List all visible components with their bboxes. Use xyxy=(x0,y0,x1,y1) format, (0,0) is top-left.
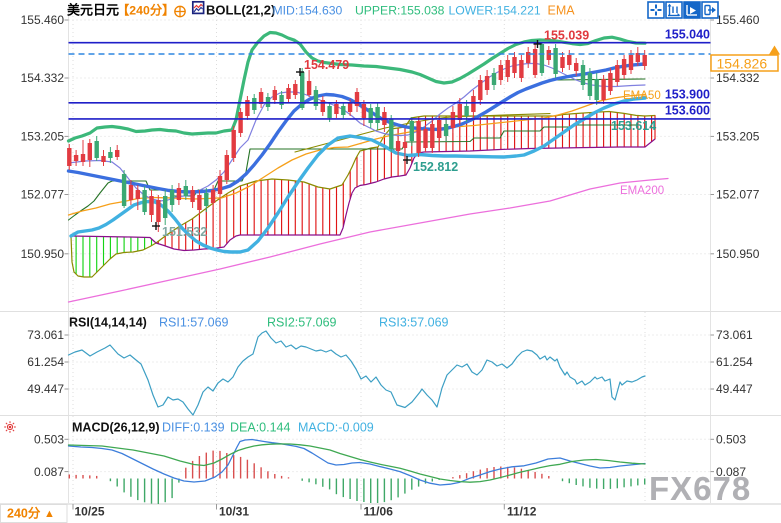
svg-text:155.460: 155.460 xyxy=(716,13,760,27)
svg-text:154.826: 154.826 xyxy=(717,55,768,71)
svg-text:154.332: 154.332 xyxy=(716,71,760,85)
svg-text:0.503: 0.503 xyxy=(34,433,64,447)
svg-text:153.600: 153.600 xyxy=(665,104,710,118)
svg-text:152.077: 152.077 xyxy=(716,188,760,202)
svg-text:UPPER:155.038: UPPER:155.038 xyxy=(355,4,445,18)
svg-text:美元日元: 美元日元 xyxy=(67,3,119,18)
svg-text:151.532: 151.532 xyxy=(162,225,207,239)
svg-text:153.900: 153.900 xyxy=(665,88,710,102)
svg-text:73.061: 73.061 xyxy=(716,328,753,342)
svg-text:10/25: 10/25 xyxy=(75,505,105,519)
svg-text:155.040: 155.040 xyxy=(665,28,710,42)
svg-text:154.332: 154.332 xyxy=(21,71,65,85)
svg-text:BOLL(21,2): BOLL(21,2) xyxy=(206,3,275,18)
svg-text:0.087: 0.087 xyxy=(716,465,746,479)
svg-text:EMA: EMA xyxy=(548,4,576,18)
svg-text:61.254: 61.254 xyxy=(716,355,753,369)
svg-text:RSI3:57.069: RSI3:57.069 xyxy=(379,316,449,330)
svg-text:153.614: 153.614 xyxy=(611,119,656,133)
svg-text:150.950: 150.950 xyxy=(716,247,760,261)
svg-text:DEA:0.144: DEA:0.144 xyxy=(230,421,291,435)
svg-text:RSI(14,14,14): RSI(14,14,14) xyxy=(69,316,147,330)
svg-text:152.812: 152.812 xyxy=(413,160,458,174)
svg-text:MID:154.630: MID:154.630 xyxy=(273,4,343,18)
svg-text:EMA50: EMA50 xyxy=(623,90,661,102)
svg-text:155.460: 155.460 xyxy=(21,13,65,27)
svg-text:EMA200: EMA200 xyxy=(620,185,664,197)
svg-text:155.039: 155.039 xyxy=(544,29,589,43)
svg-text:【240分】: 【240分】 xyxy=(117,3,174,18)
svg-text:153.205: 153.205 xyxy=(21,130,65,144)
svg-text:73.061: 73.061 xyxy=(27,328,64,342)
svg-text:49.447: 49.447 xyxy=(27,382,64,396)
svg-text:MACD(26,12,9): MACD(26,12,9) xyxy=(72,421,160,435)
svg-text:61.254: 61.254 xyxy=(27,355,64,369)
svg-text:FX678: FX678 xyxy=(649,470,751,507)
svg-text:RSI2:57.069: RSI2:57.069 xyxy=(267,316,337,330)
svg-text:49.447: 49.447 xyxy=(716,382,753,396)
svg-text:MACD:-0.009: MACD:-0.009 xyxy=(298,421,374,435)
svg-text:0.087: 0.087 xyxy=(34,465,64,479)
svg-text:153.205: 153.205 xyxy=(716,130,760,144)
svg-text:▲: ▲ xyxy=(44,508,55,520)
svg-text:11/06: 11/06 xyxy=(364,505,394,519)
svg-text:0.503: 0.503 xyxy=(716,433,746,447)
svg-text:150.950: 150.950 xyxy=(21,247,65,261)
svg-text:DIFF:0.139: DIFF:0.139 xyxy=(162,421,225,435)
svg-text:154.479: 154.479 xyxy=(304,58,349,72)
svg-text:11/12: 11/12 xyxy=(507,505,537,519)
svg-text:240分: 240分 xyxy=(7,506,41,521)
svg-text:RSI1:57.069: RSI1:57.069 xyxy=(159,316,229,330)
svg-text:10/31: 10/31 xyxy=(219,505,249,519)
svg-text:LOWER:154.221: LOWER:154.221 xyxy=(449,4,541,18)
svg-text:152.077: 152.077 xyxy=(21,188,65,202)
